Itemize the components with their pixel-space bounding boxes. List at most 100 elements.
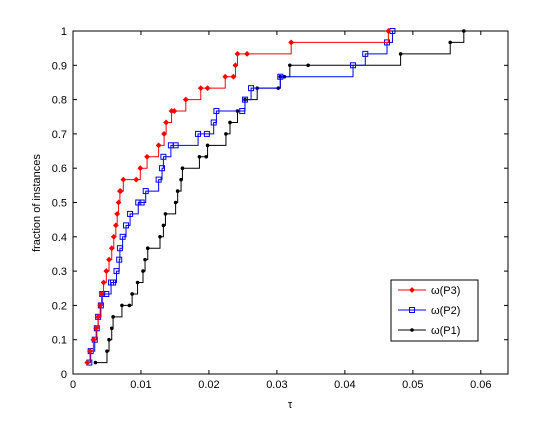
data-point	[180, 166, 185, 170]
data-point	[106, 256, 112, 263]
data-point	[155, 176, 162, 183]
data-point	[228, 120, 232, 125]
data-point	[105, 349, 109, 353]
data-point	[222, 73, 229, 80]
data-point	[97, 302, 104, 309]
data-point	[230, 73, 237, 80]
legend: ω(P3) ω(P2) ω(P1)	[390, 279, 479, 342]
data-point	[161, 223, 166, 228]
data-point	[195, 130, 202, 137]
data-point	[163, 212, 168, 216]
data-point	[87, 348, 93, 355]
data-point	[144, 153, 151, 160]
data-point	[385, 28, 392, 34]
data-point	[123, 222, 130, 229]
data-point	[84, 359, 91, 366]
data-point	[145, 246, 150, 251]
data-point	[350, 62, 357, 69]
legend-marker	[410, 328, 414, 332]
data-point	[93, 325, 100, 332]
series-ω(P3)	[84, 28, 392, 366]
data-point	[224, 132, 228, 136]
data-point	[172, 142, 179, 149]
data-point	[114, 210, 121, 217]
data-point	[141, 269, 145, 273]
legend-items: ω(P3) ω(P2) ω(P1)	[398, 285, 460, 337]
x-tick-label: 0.02	[198, 379, 219, 391]
data-point	[277, 73, 284, 80]
data-point	[205, 143, 210, 148]
data-point	[204, 154, 209, 159]
data-point	[197, 154, 202, 159]
data-point	[197, 85, 204, 92]
data-point	[110, 233, 117, 240]
data-point	[98, 291, 105, 297]
data-point	[173, 200, 178, 205]
data-point	[362, 50, 369, 57]
data-point	[241, 96, 248, 103]
legend-marker	[409, 307, 415, 313]
data-point	[142, 188, 149, 195]
data-point	[110, 279, 117, 286]
x-axis-label: τ	[288, 399, 293, 411]
data-point	[239, 108, 246, 115]
y-tick-label: 0.3	[52, 266, 67, 278]
x-tick-label: 0	[70, 379, 76, 391]
y-tick-label: 0.7	[52, 129, 67, 141]
data-point	[119, 233, 126, 240]
data-point	[204, 85, 211, 92]
data-point	[161, 130, 168, 137]
data-point	[116, 245, 123, 252]
y-tick-label: 0.5	[52, 198, 67, 210]
data-point	[117, 188, 124, 195]
x-tick-label: 0.05	[402, 379, 423, 391]
y-tick-label: 0.8	[52, 95, 67, 107]
data-point	[160, 153, 167, 160]
data-point	[116, 256, 123, 263]
data-point	[120, 303, 124, 308]
data-point	[143, 257, 147, 262]
data-point	[130, 292, 134, 296]
y-tick-label: 1	[61, 26, 67, 38]
data-point	[288, 63, 292, 68]
data-point	[103, 268, 110, 275]
data-point	[203, 130, 210, 137]
y-axis-label: fraction of instances	[31, 154, 43, 252]
data-point	[288, 39, 295, 46]
data-point	[133, 176, 140, 183]
data-point	[158, 235, 162, 239]
data-point	[127, 303, 132, 308]
y-tick-label: 0	[61, 369, 67, 381]
y-tick-label: 0.6	[52, 163, 67, 175]
data-point	[248, 85, 255, 92]
data-point	[111, 315, 115, 319]
data-point	[100, 279, 107, 286]
data-point	[234, 50, 241, 57]
data-point	[182, 96, 189, 103]
data-point	[171, 108, 178, 114]
data-point	[159, 165, 166, 172]
data-point	[109, 326, 114, 331]
data-point	[95, 313, 102, 320]
data-point	[232, 62, 239, 69]
data-point	[163, 119, 170, 126]
data-point	[213, 108, 220, 115]
y-tick-label: 0.9	[52, 60, 67, 72]
x-tick-label: 0.04	[334, 379, 355, 391]
data-point	[120, 176, 127, 183]
series-layer	[84, 28, 466, 366]
data-point	[90, 336, 97, 343]
x-tick-label: 0.06	[470, 379, 491, 391]
data-point	[112, 222, 119, 229]
x-tick-label: 0.03	[266, 379, 287, 391]
data-point	[135, 199, 142, 206]
data-point	[448, 40, 453, 45]
data-point	[138, 199, 145, 206]
data-point	[306, 63, 310, 68]
data-point	[113, 268, 120, 275]
data-point	[398, 52, 403, 56]
data-point	[135, 280, 140, 285]
y-tick-label: 0.1	[52, 335, 67, 347]
y-tick-label: 0.4	[52, 232, 67, 244]
